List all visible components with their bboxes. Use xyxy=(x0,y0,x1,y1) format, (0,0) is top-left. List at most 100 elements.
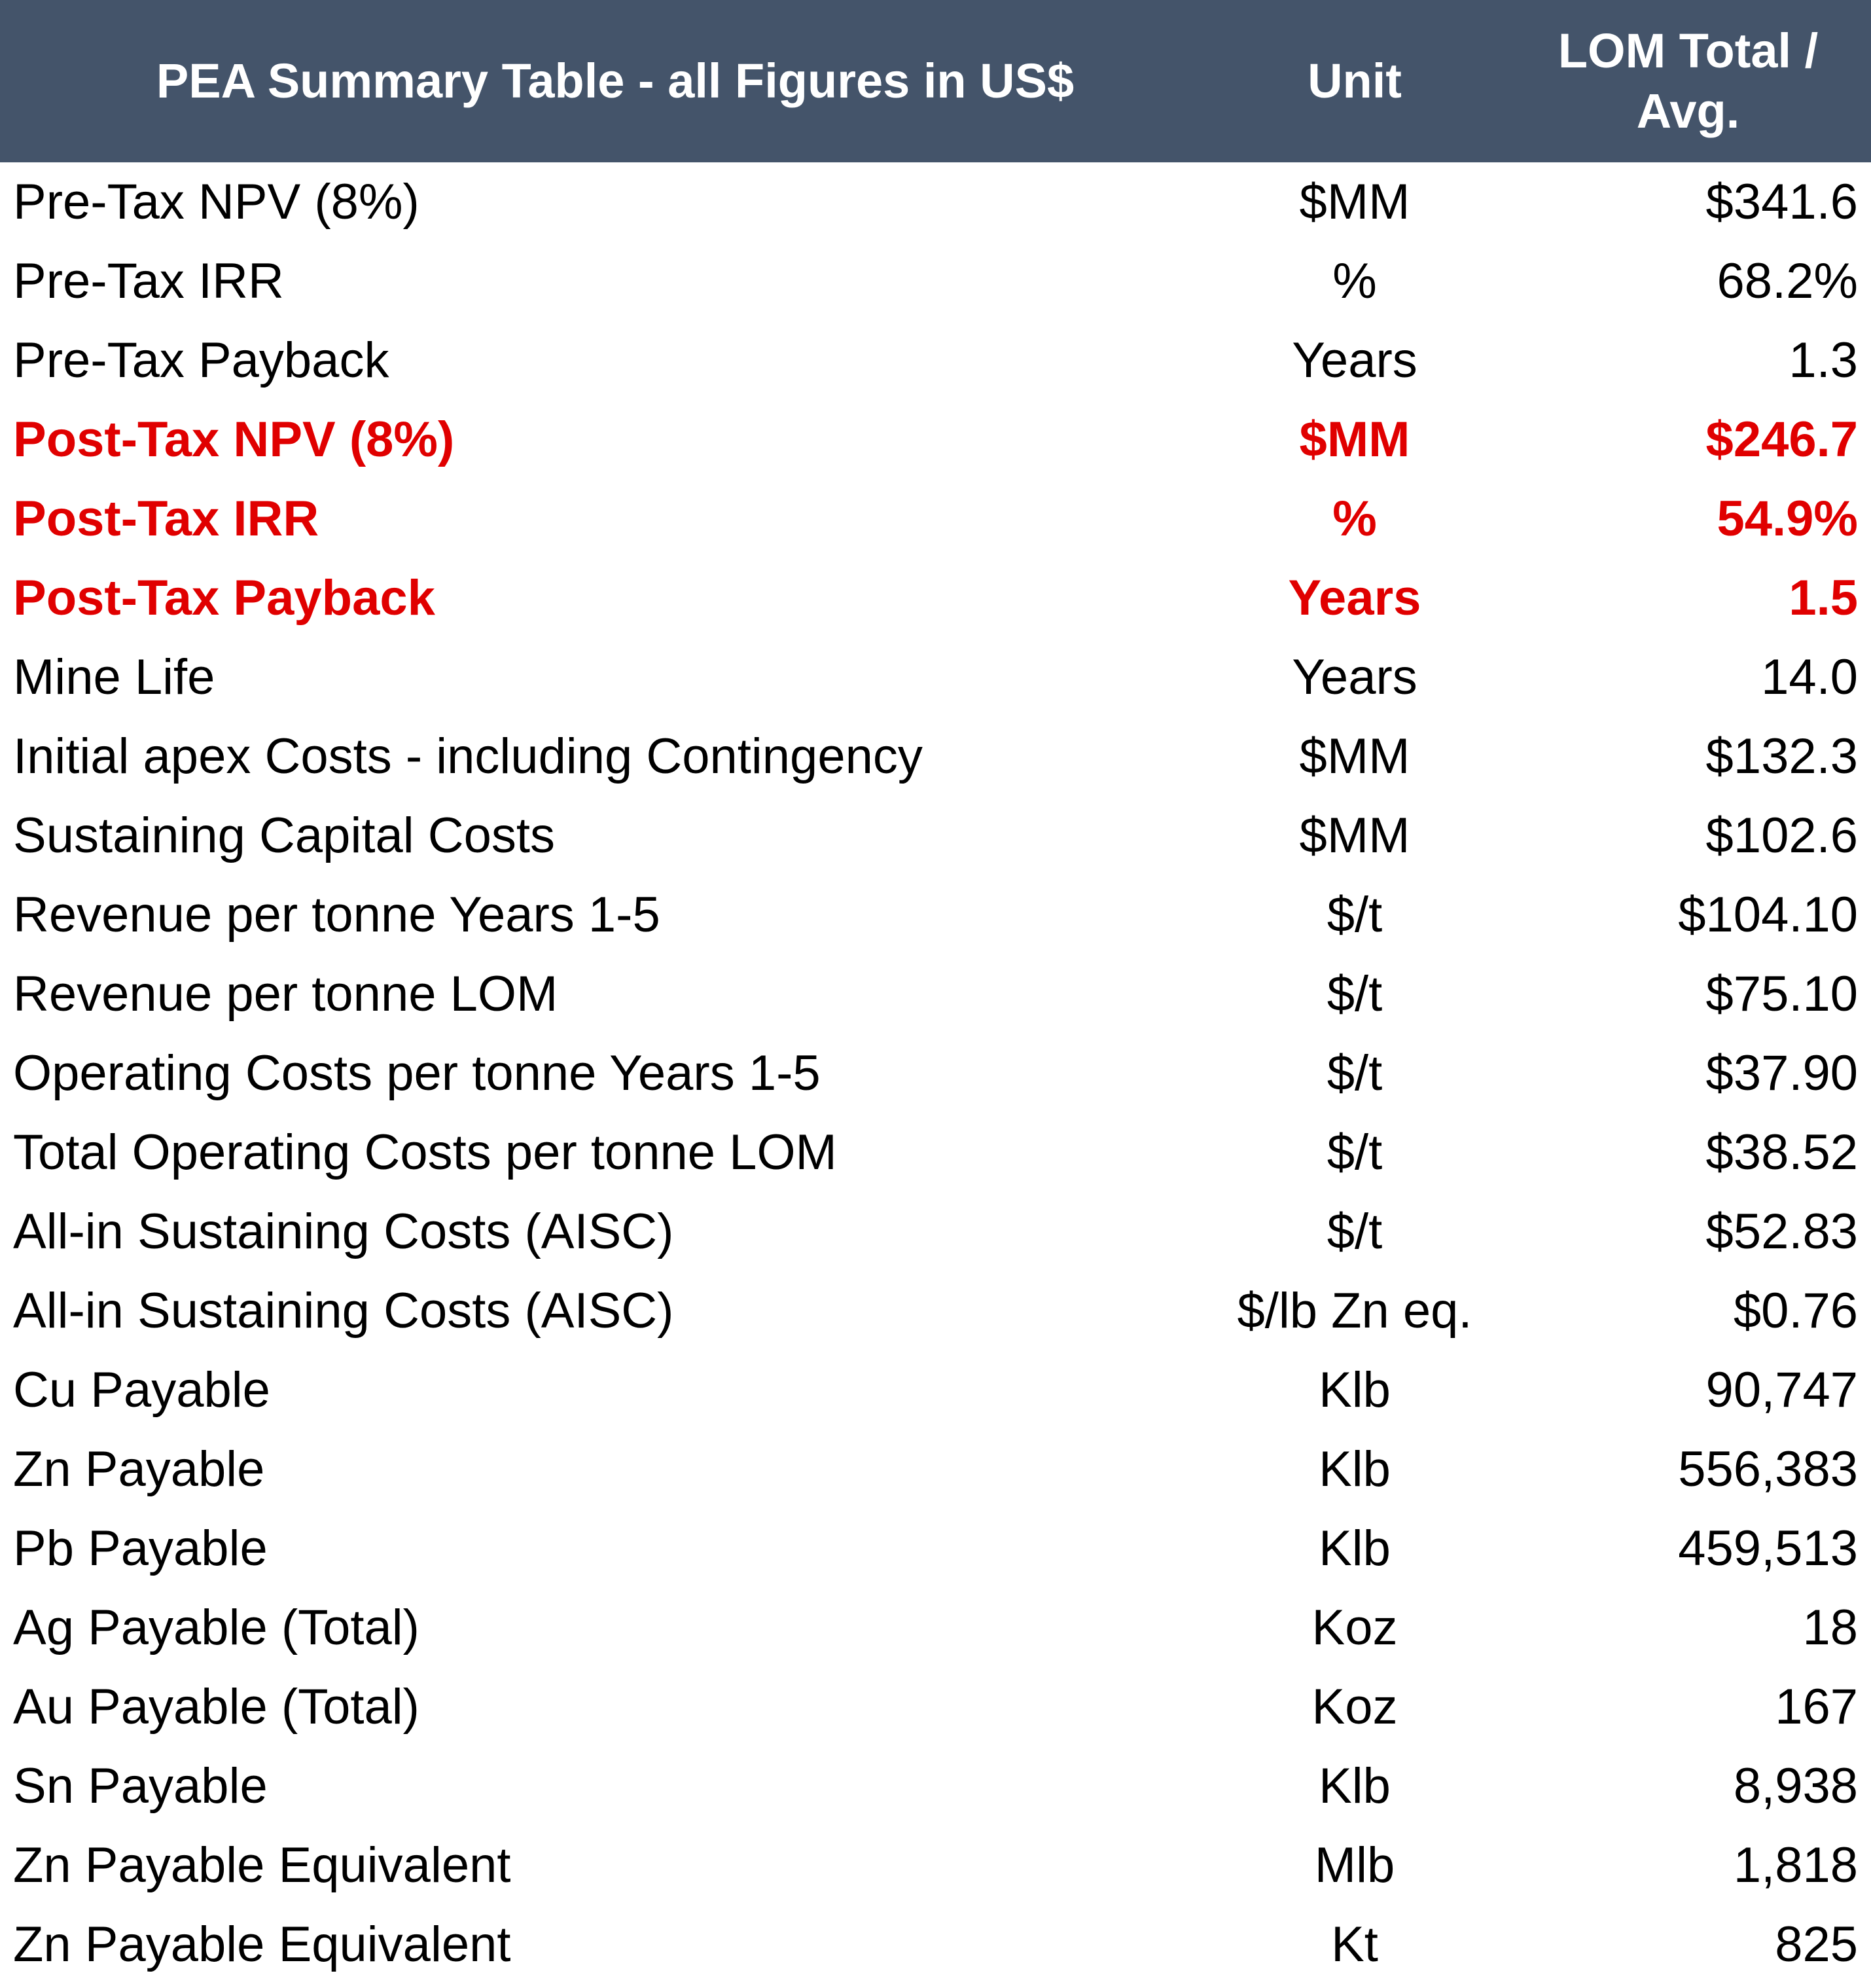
row-label: Pb Payable xyxy=(13,1521,268,1576)
table-row: Revenue per tonne LOM $/t $75.10 xyxy=(0,954,1871,1034)
table-row: Au Payable (Total) Koz 167 xyxy=(0,1667,1871,1746)
value-cell: $132.3 xyxy=(1705,729,1858,784)
row-label: Pre-Tax NPV (8%) xyxy=(13,174,419,230)
row-label: Post-Tax Payback xyxy=(13,570,435,626)
table-row: Zn Payable Klb 556,383 xyxy=(0,1430,1871,1509)
row-label: All-in Sustaining Costs (AISC) xyxy=(13,1283,674,1339)
unit-cell: Years xyxy=(1292,649,1417,705)
value-cell: 90,747 xyxy=(1705,1362,1858,1418)
table-row: Total Operating Costs per tonne LOM $/t $3… xyxy=(0,1113,1871,1192)
row-label: Pre-Tax IRR xyxy=(13,253,284,309)
value-cell: $0.76 xyxy=(1733,1283,1858,1339)
value-cell: $52.83 xyxy=(1705,1204,1858,1259)
table-row: Sn Payable Klb 8,938 xyxy=(0,1746,1871,1826)
row-label: All-in Sustaining Costs (AISC) xyxy=(13,1204,674,1259)
unit-cell: $MM xyxy=(1299,412,1410,467)
unit-cell: Years xyxy=(1292,333,1417,388)
unit-cell: $/lb Zn eq. xyxy=(1237,1283,1472,1339)
table-row: All-in Sustaining Costs (AISC) $/lb Zn eq… xyxy=(0,1271,1871,1350)
table-row: Post-Tax IRR% 54.9% xyxy=(0,479,1871,558)
row-label: Operating Costs per tonne Years 1-5 xyxy=(13,1045,821,1101)
unit-cell: $/t xyxy=(1327,1204,1383,1259)
row-label: Initial apex Costs - including Contingen… xyxy=(13,729,923,784)
value-cell: 459,513 xyxy=(1678,1521,1858,1576)
unit-cell: $MM xyxy=(1299,729,1410,784)
unit-cell: Years xyxy=(1288,570,1421,626)
value-cell: 14.0 xyxy=(1761,649,1858,705)
unit-cell: $/t xyxy=(1327,1125,1383,1180)
row-label: Post-Tax NPV (8%) xyxy=(13,412,455,467)
value-cell: 167 xyxy=(1775,1679,1858,1735)
table-body: Pre-Tax NPV (8%) $MM $341.6 Pre-Tax IRR% 68.… xyxy=(0,162,1871,1984)
value-cell: $104.10 xyxy=(1678,887,1858,943)
value-cell: $38.52 xyxy=(1705,1125,1858,1180)
unit-cell: Klb xyxy=(1319,1521,1391,1576)
header-cell: Unit xyxy=(1230,0,1479,162)
value-cell: 825 xyxy=(1775,1917,1858,1972)
table-row: Zn Payable Equivalent Mlb 1,818 xyxy=(0,1826,1871,1905)
unit-cell: Koz xyxy=(1311,1679,1398,1735)
value-cell: $102.6 xyxy=(1705,808,1858,863)
header-row: PEA Summary Table - all Figures in US$ U… xyxy=(0,0,1871,162)
unit-cell: $MM xyxy=(1299,174,1410,230)
value-cell: 1.5 xyxy=(1789,570,1858,626)
row-label: Total Operating Costs per tonne LOM xyxy=(13,1125,837,1180)
row-label: Cu Payable xyxy=(13,1362,270,1418)
table-row: Pb Payable Klb 459,513 xyxy=(0,1509,1871,1588)
row-label: Zn Payable Equivalent xyxy=(13,1917,511,1972)
table-row: Zn Payable Equivalent Kt 825 xyxy=(0,1905,1871,1984)
row-label: Revenue per tonne LOM xyxy=(13,966,558,1022)
header-cell: PEA Summary Table - all Figures in US$ xyxy=(0,0,1230,162)
unit-cell: $/t xyxy=(1327,887,1383,943)
unit-cell: Klb xyxy=(1319,1758,1391,1814)
table-row: Ag Payable (Total) Koz 18 xyxy=(0,1588,1871,1667)
row-label: Mine Life xyxy=(13,649,215,705)
value-cell: $37.90 xyxy=(1705,1045,1858,1101)
row-label: Sn Payable xyxy=(13,1758,268,1814)
unit-cell: Koz xyxy=(1311,1600,1398,1655)
table-row: All-in Sustaining Costs (AISC) $/t $52.83 xyxy=(0,1192,1871,1271)
value-cell: 8,938 xyxy=(1733,1758,1858,1814)
table-header: PEA Summary Table - all Figures in US$ U… xyxy=(0,0,1871,162)
value-cell: 1.3 xyxy=(1789,333,1858,388)
table-row: Post-Tax Payback Years 1.5 xyxy=(0,558,1871,638)
unit-cell: $/t xyxy=(1327,966,1383,1022)
row-label: Au Payable (Total) xyxy=(13,1679,419,1735)
row-label: Post-Tax IRR xyxy=(13,491,319,547)
table-row: Pre-Tax IRR% 68.2% xyxy=(0,242,1871,321)
unit-cell: Klb xyxy=(1319,1441,1391,1497)
value-cell: 18 xyxy=(1802,1600,1858,1655)
table-row: Post-Tax NPV (8%) $MM $246.7 xyxy=(0,400,1871,479)
table-row: Initial apex Costs - including Contingen… xyxy=(0,717,1871,796)
row-label: Revenue per tonne Years 1-5 xyxy=(13,887,660,943)
row-label: Ag Payable (Total) xyxy=(13,1600,419,1655)
value-cell: 556,383 xyxy=(1678,1441,1858,1497)
value-cell: $75.10 xyxy=(1705,966,1858,1022)
table-row: Pre-Tax Payback Years 1.3 xyxy=(0,321,1871,400)
table-row: Sustaining Capital Costs $MM $102.6 xyxy=(0,796,1871,875)
table-row: Mine Life Years 14.0 xyxy=(0,638,1871,717)
row-label: Sustaining Capital Costs xyxy=(13,808,555,863)
unit-cell: $/t xyxy=(1327,1045,1383,1101)
unit-cell: Mlb xyxy=(1314,1837,1395,1893)
value-cell: 54.9% xyxy=(1717,491,1859,547)
row-label: Zn Payable Equivalent xyxy=(13,1837,511,1893)
value-cell: 68.2% xyxy=(1717,253,1859,309)
table-row: Revenue per tonne Years 1-5 $/t $104.10 xyxy=(0,875,1871,954)
unit-cell: Klb xyxy=(1319,1362,1391,1418)
unit-cell: $MM xyxy=(1299,808,1410,863)
unit-cell: % xyxy=(1332,253,1377,309)
table-row: Cu Payable Klb 90,747 xyxy=(0,1350,1871,1430)
table-row: Pre-Tax NPV (8%) $MM $341.6 xyxy=(0,162,1871,242)
unit-cell: Kt xyxy=(1331,1917,1378,1972)
unit-cell: % xyxy=(1332,491,1377,547)
row-label: Zn Payable xyxy=(13,1441,265,1497)
value-cell: $246.7 xyxy=(1705,412,1858,467)
value-cell: 1,818 xyxy=(1733,1837,1858,1893)
value-cell: $341.6 xyxy=(1705,174,1858,230)
table-row: Operating Costs per tonne Years 1-5 $/t $3… xyxy=(0,1034,1871,1113)
row-label: Pre-Tax Payback xyxy=(13,333,389,388)
header-cell: LOM Total / Avg. xyxy=(1479,0,1871,162)
